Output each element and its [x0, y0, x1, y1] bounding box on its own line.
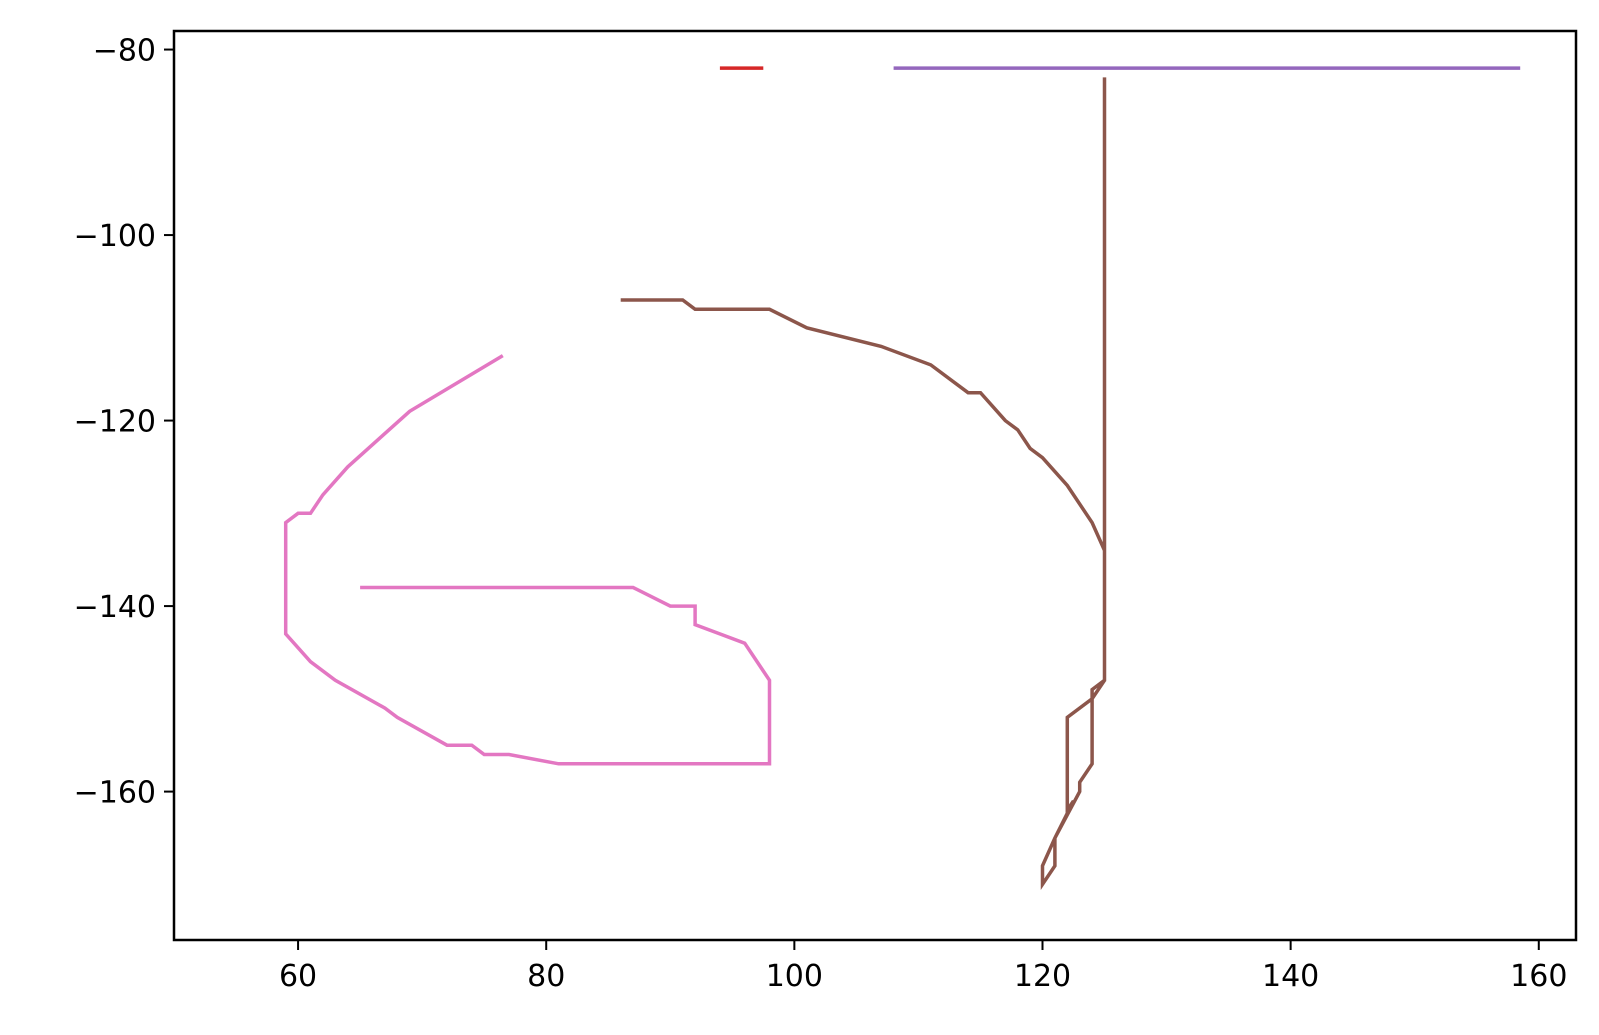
- series-layer: [283, 66, 1521, 891]
- x-tick-label: 140: [1262, 959, 1319, 994]
- x-tick-label: 120: [1014, 959, 1071, 994]
- y-tick-label: −160: [74, 776, 156, 811]
- y-tick-label: −140: [74, 590, 156, 625]
- plot-area-frame: [172, 29, 1578, 942]
- y-tick-label: −120: [74, 405, 156, 440]
- series-line-4: [283, 354, 772, 766]
- axis-ticks: 60 80 100 120 140 160 −80 −100 −120 −140 −160: [74, 34, 1568, 994]
- x-tick-label: 80: [527, 959, 565, 994]
- x-tick-label: 60: [279, 959, 317, 994]
- y-tick-label: −100: [74, 219, 156, 254]
- x-tick-label: 160: [1510, 959, 1567, 994]
- series-line-3: [620, 77, 1107, 891]
- y-tick-label: −80: [93, 34, 156, 69]
- x-tick-label: 100: [766, 959, 823, 994]
